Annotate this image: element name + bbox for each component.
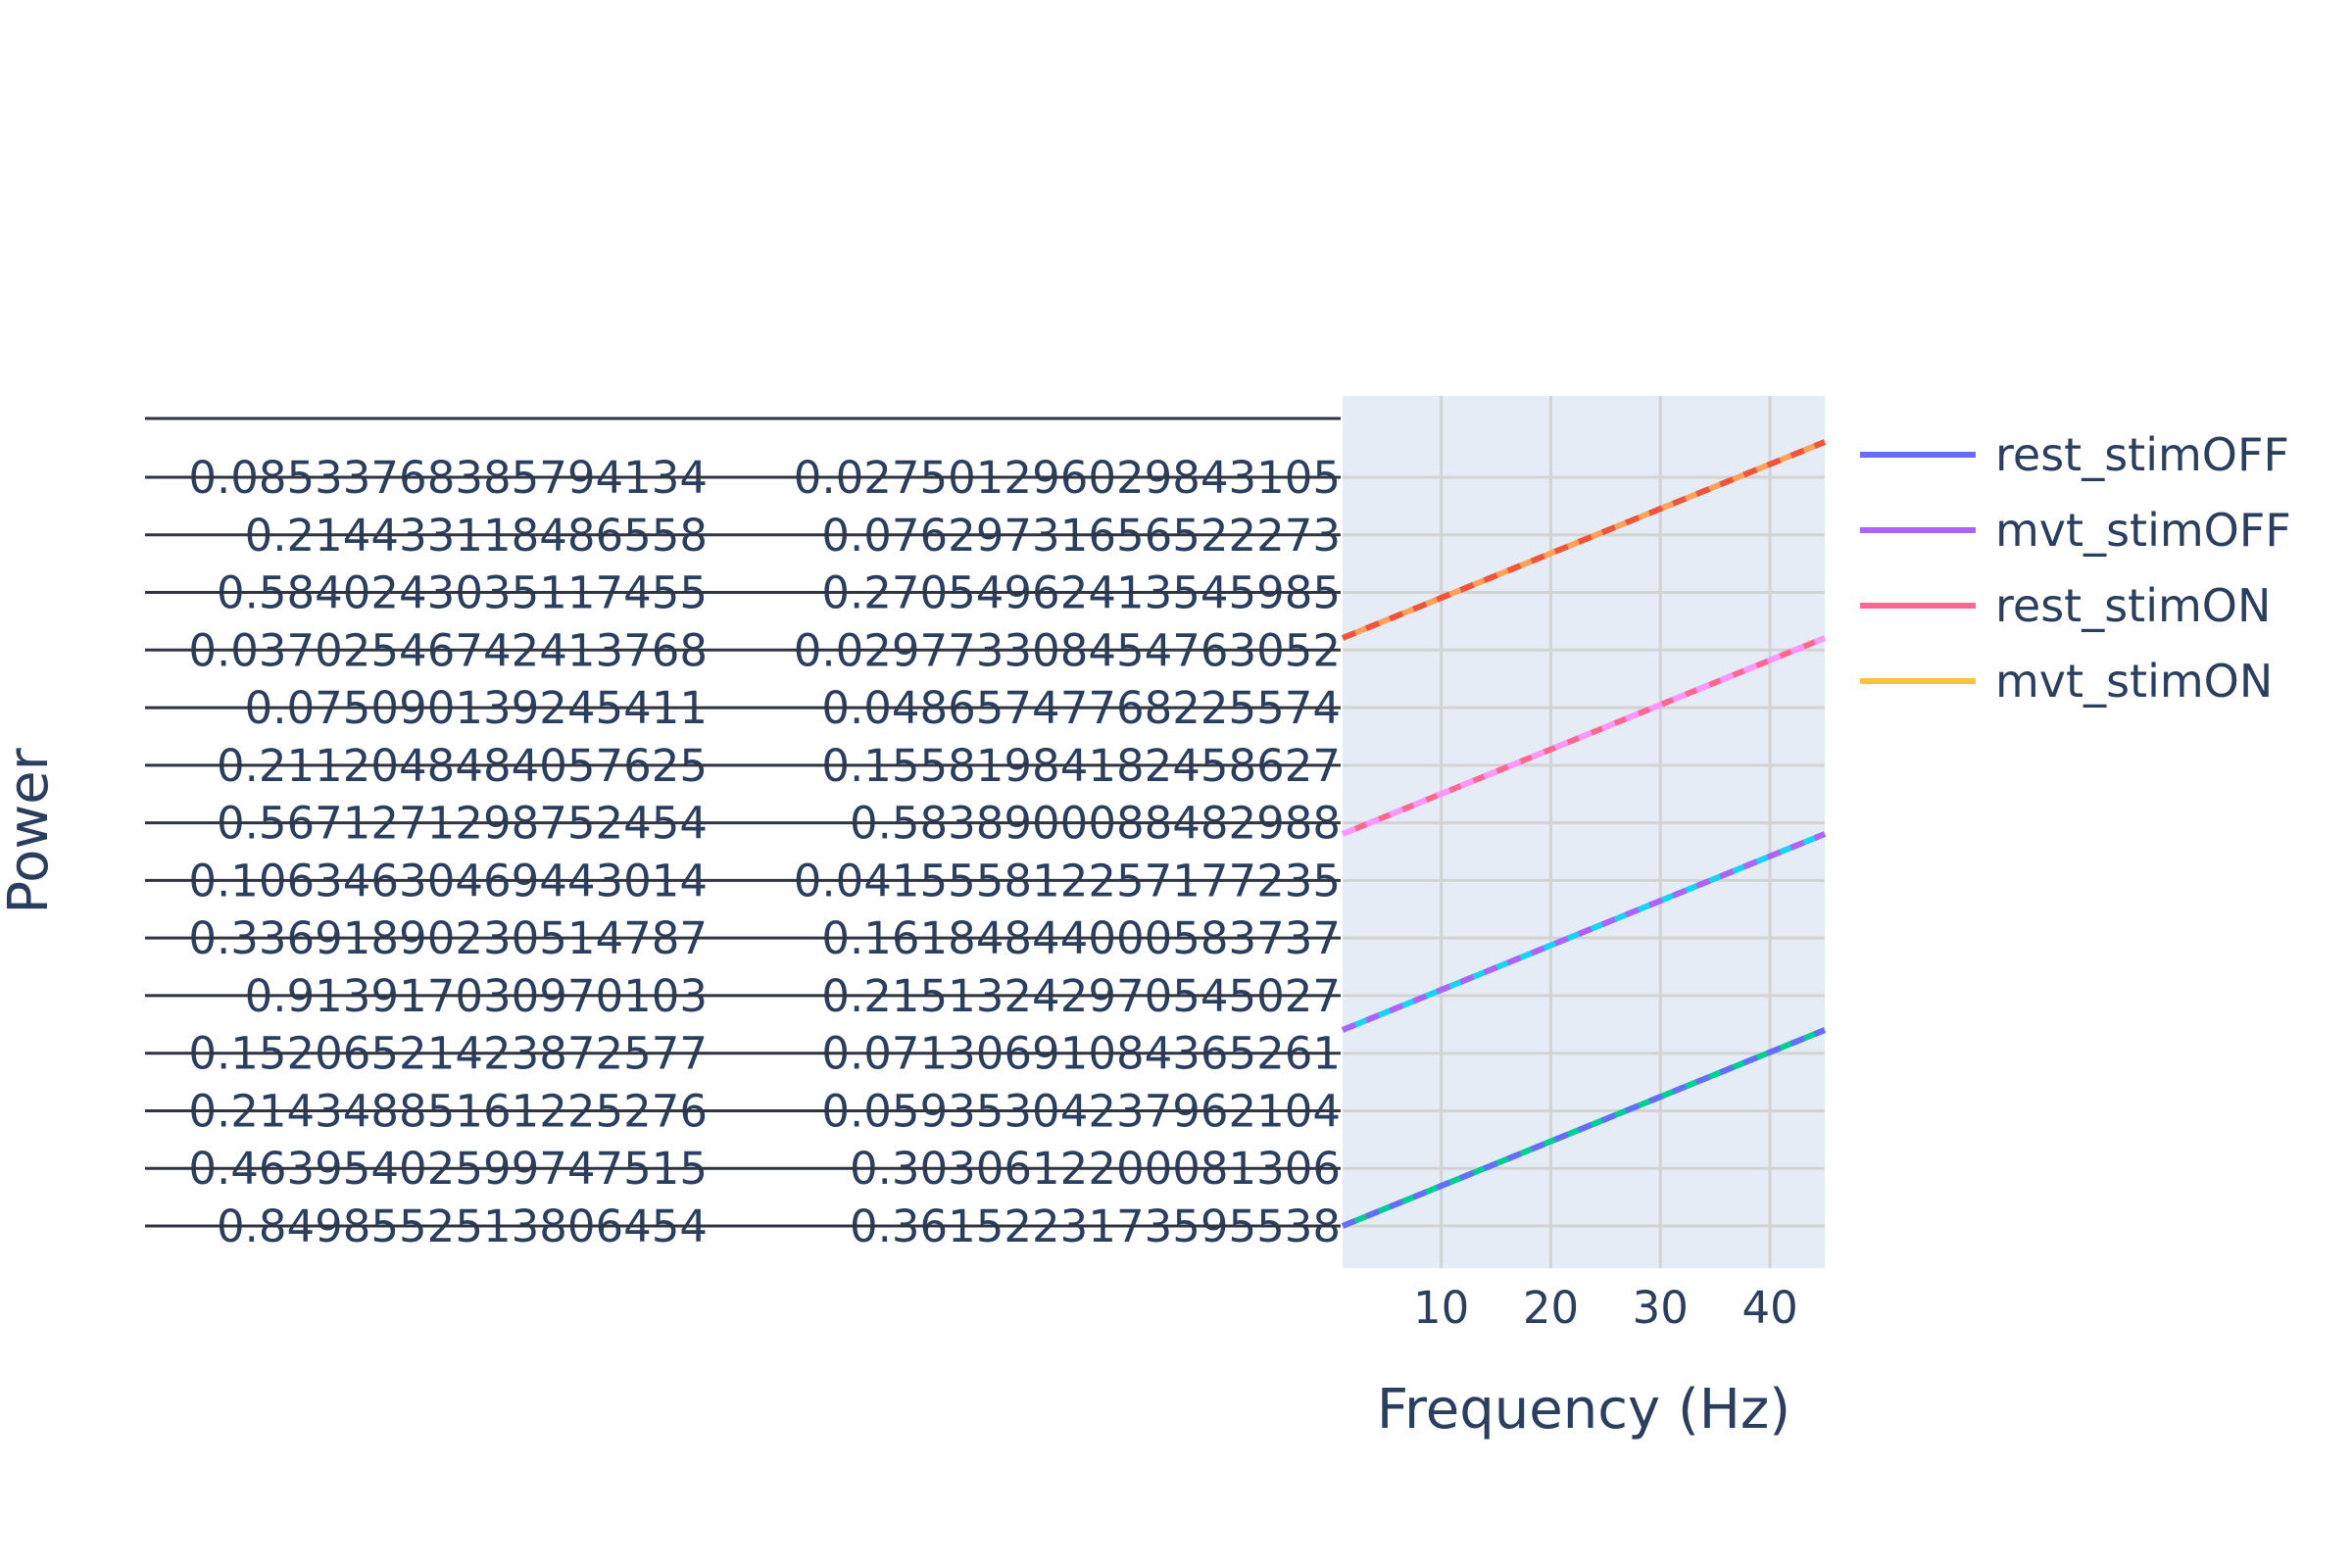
x-axis-title: Frequency (Hz) (1377, 1378, 1790, 1442)
y-axis-title: Power (0, 747, 61, 913)
x-tick-label: 10 (1413, 1282, 1469, 1334)
series-line-dash (1341, 439, 1827, 641)
x-tick-label: 40 (1741, 1282, 1797, 1334)
legend-label: rest_stimOFF (1995, 428, 2289, 481)
legend-label: mvt_stimOFF (1995, 504, 2291, 557)
legend: rest_stimOFF mvt_stimOFF rest_stimON mvt_st… (1860, 428, 2291, 708)
plot-background (1343, 396, 1825, 1268)
series-line-dash (1341, 1027, 1827, 1229)
x-tick-label: 30 (1633, 1282, 1689, 1334)
x-tick-label: 20 (1523, 1282, 1579, 1334)
series-line-dash (1341, 635, 1827, 837)
y-tick-labels: 0.08533768385794134 0.0275012960298431050… (145, 452, 1341, 1252)
series-line-dash (1341, 831, 1827, 1033)
x-tick-labels: 10 20 30 40 (1413, 1282, 1798, 1334)
series-lines (1341, 439, 1827, 1229)
legend-label: mvt_stimON (1995, 655, 2273, 708)
legend-label: rest_stimON (1995, 579, 2271, 632)
grid (145, 396, 1825, 1268)
